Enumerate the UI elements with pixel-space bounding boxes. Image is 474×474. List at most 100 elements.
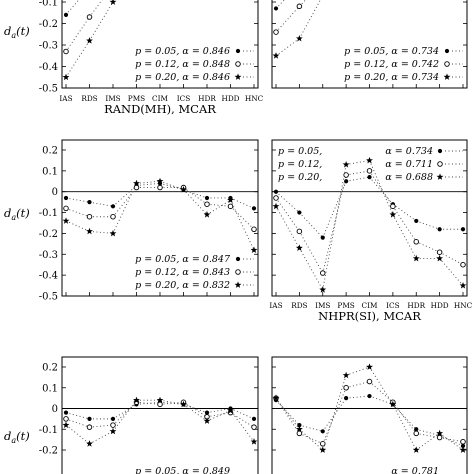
data-point-open-circle — [296, 228, 303, 235]
data-point-filled-circle — [63, 195, 69, 201]
legend: p = 0.05, α = 0.849 α = 0.781 — [135, 466, 439, 474]
x-tick-label: HDD — [221, 94, 239, 103]
data-point-star — [109, 229, 117, 237]
data-point-filled-circle — [110, 204, 116, 209]
series-line-segment — [439, 435, 464, 447]
series-line-segment — [298, 247, 324, 290]
series-line-segment — [65, 16, 90, 52]
data-point-star — [319, 446, 327, 453]
legend-marker-open-circle — [444, 61, 450, 67]
data-point-open-circle — [110, 422, 116, 428]
data-point-open-circle — [204, 201, 210, 207]
series-line-segment — [183, 403, 208, 422]
x-tick-label: ICS — [386, 301, 399, 310]
y-tick-label: -0.2 — [39, 446, 58, 457]
legend-marker-filled-circle — [444, 48, 450, 54]
legend-marker-filled-circle — [437, 148, 443, 154]
y-tick-label: -0.1 — [39, 0, 58, 9]
data-point-open-circle — [413, 239, 420, 245]
series-line-segment — [369, 366, 394, 405]
series-line-segment — [112, 185, 137, 207]
series-line-segment — [275, 397, 300, 434]
x-tick-label: HNC — [245, 94, 264, 103]
y-tick-label: -0.1 — [39, 208, 58, 219]
series-line-segment — [136, 180, 161, 184]
series-line-segment — [183, 403, 208, 414]
series-line-segment — [206, 199, 231, 216]
data-point-star — [272, 394, 280, 402]
y-tick-label: 0.2 — [42, 146, 58, 157]
data-point-filled-circle — [367, 175, 372, 180]
x-tick-label: HNC — [454, 301, 473, 310]
series-line-segment — [65, 0, 80, 16]
y-tick-label: -0.2 — [39, 229, 58, 240]
series-line-segment — [439, 437, 464, 443]
legend: p = 0.05, α = 0.734 p = 0.12, α = 0.742 p … — [344, 46, 463, 83]
y-tick-label: 0.1 — [42, 383, 58, 394]
data-point-star — [180, 186, 187, 193]
data-point-filled-circle — [87, 200, 92, 205]
data-point-star — [86, 440, 93, 447]
data-point-filled-circle — [251, 206, 257, 211]
data-point-star — [203, 211, 211, 218]
x-tick-label: HDR — [198, 94, 216, 103]
data-point-filled-circle — [110, 416, 116, 421]
data-point-open-circle — [251, 424, 257, 430]
series-line-segment — [136, 401, 161, 405]
series-line-segment — [65, 197, 90, 203]
legend-label: p = 0.05, α = 0.846 — [135, 46, 230, 57]
data-point-filled-circle — [414, 427, 419, 432]
series-line-segment — [206, 408, 231, 414]
series-line-segment — [159, 180, 184, 191]
series-line-segment — [369, 395, 394, 405]
series-line-segment — [298, 0, 321, 39]
x-tick-label: RDS — [291, 301, 307, 310]
series-line-segment — [275, 197, 300, 232]
panel-caption: RAND(MH), MCAR — [104, 102, 216, 116]
series-line-segment — [416, 241, 440, 253]
data-point-open-circle — [63, 48, 69, 55]
series-line-segment — [183, 189, 208, 199]
legend-label: p = 0.05, α = 0.849 — [135, 466, 230, 474]
y-axis-label: da(t) — [4, 24, 30, 40]
legend-label: p = 0.05, — [278, 146, 322, 157]
data-point-star — [295, 425, 303, 433]
series-line-segment — [416, 428, 440, 436]
series-line-segment — [439, 251, 464, 266]
data-point-star — [459, 446, 467, 453]
legend-label: p = 0.05, α = 0.847 — [135, 254, 231, 265]
panel-caption: NHPR(SI), MCAR — [318, 309, 421, 323]
data-point-star — [227, 406, 234, 414]
series-line-segment — [346, 170, 370, 176]
series-line-segment — [392, 402, 417, 434]
y-tick-label: -0.3 — [39, 250, 58, 261]
y-axis-label: da(t) — [4, 206, 30, 222]
legend-label: p = 0.20, α = 0.846 — [135, 72, 230, 83]
series-line-segment — [230, 412, 255, 428]
series-line-segment — [299, 432, 323, 445]
series-line-segment — [275, 206, 300, 249]
plot-frame — [61, 356, 259, 474]
series-line-segment — [183, 189, 208, 215]
series-line-segment — [275, 5, 300, 33]
data-point-filled-circle — [344, 179, 349, 184]
data-point-star — [227, 196, 234, 203]
series-line-segment — [275, 399, 300, 426]
legend-marker-open-circle — [235, 269, 241, 275]
legend-marker-star — [234, 73, 242, 80]
series-line-segment — [183, 401, 208, 418]
data-point-filled-circle — [460, 443, 466, 448]
x-tick-label: PMS — [337, 301, 354, 310]
series-line-segment — [299, 428, 324, 451]
legend-marker-open-circle — [437, 161, 443, 167]
series-line-segment — [89, 430, 114, 445]
data-point-star — [109, 0, 117, 5]
data-point-open-circle — [110, 213, 116, 220]
data-point-open-circle — [366, 168, 373, 174]
data-point-star — [133, 396, 140, 404]
x-tick-label: CIM — [152, 94, 168, 103]
data-point-open-circle — [436, 249, 443, 255]
series-line-segment — [65, 418, 90, 428]
series-line-segment — [206, 412, 231, 418]
